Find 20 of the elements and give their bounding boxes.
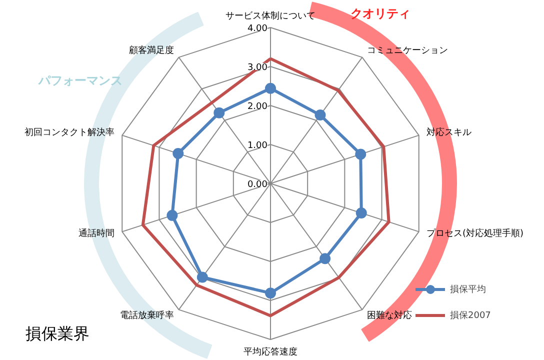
spoke-label: 困難な対応 <box>366 310 412 322</box>
spoke-label: 平均応答速度 <box>244 346 298 358</box>
legend-label: 損保2007 <box>450 310 491 322</box>
y-tick-label: 1.00 <box>247 141 268 151</box>
spoke-label: 初回コンタクト解決率 <box>24 126 115 138</box>
text: クオリティ <box>350 6 410 20</box>
spoke-label: 顧客満足度 <box>129 44 174 56</box>
text: パフォーマンス <box>38 74 122 88</box>
spoke-label: 電話放棄呼率 <box>120 310 174 322</box>
spoke-label: コミュニケーション <box>366 46 448 56</box>
text: 損保業界 <box>26 324 90 343</box>
y-tick-label: 3.00 <box>247 63 268 73</box>
spoke-label: サービス体制について <box>226 10 316 22</box>
spoke-label: 対応スキル <box>426 126 472 138</box>
legend-label: 損保平均 <box>450 284 486 296</box>
y-tick-label: 4.00 <box>247 24 268 34</box>
y-tick-label: 0.00 <box>247 180 268 190</box>
spoke-label: 通話時間 <box>78 228 115 240</box>
y-tick-label: 2.00 <box>247 102 268 112</box>
spoke-label: プロセス(対応処理手順) <box>426 228 524 240</box>
